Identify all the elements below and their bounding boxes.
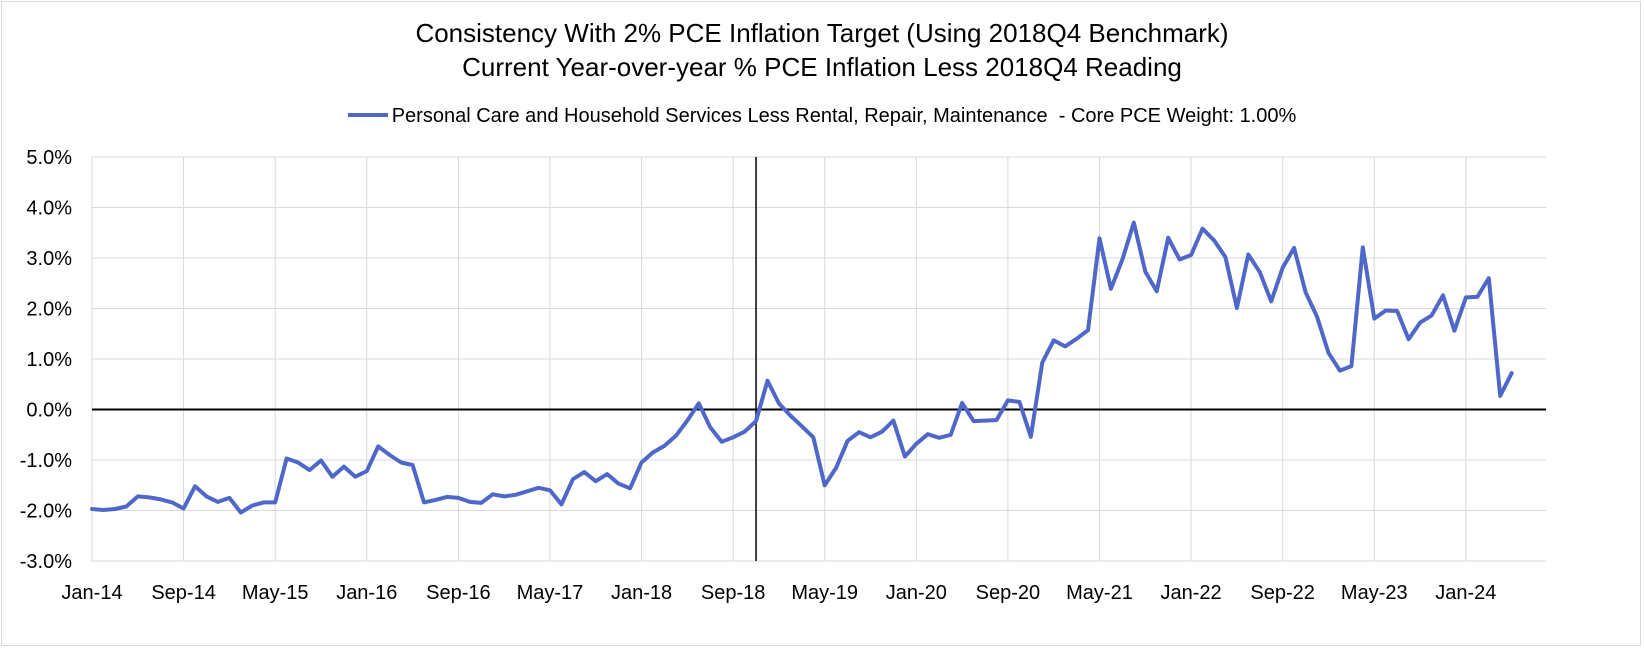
x-tick-label: May-23 — [1341, 582, 1408, 604]
y-tick-label: -2.0% — [20, 501, 72, 523]
legend-label: Personal Care and Household Services Les… — [391, 105, 1297, 127]
y-tick-label: -1.0% — [20, 450, 72, 472]
series-line — [90, 220, 1514, 515]
x-tick-label: Jan-22 — [1161, 582, 1222, 604]
x-tick-label: Jan-18 — [611, 582, 672, 604]
x-axis-ticks: Jan-14 Sep-14 May-15 Jan-16 Sep-16 May-17 Jan-… — [61, 582, 1496, 604]
x-tick-label: Sep-14 — [151, 582, 216, 604]
gridlines — [91, 156, 1546, 562]
x-tick-label: Jan-14 — [61, 582, 122, 604]
y-tick-label: 5.0% — [26, 147, 72, 169]
y-tick-label: -3.0% — [20, 551, 72, 573]
y-axis-ticks: 5.0% 4.0% 3.0% 2.0% 1.0% 0.0% -1.0% -2.0% -3.0% — [20, 147, 72, 573]
x-tick-label: Jan-16 — [336, 582, 397, 604]
chart-subtitle: Current Year-over-year % PCE Inflation L… — [462, 52, 1182, 82]
chart-title: Consistency With 2% PCE Inflation Target… — [415, 18, 1229, 48]
x-tick-label: May-19 — [791, 582, 858, 604]
y-tick-label: 1.0% — [26, 349, 72, 371]
x-tick-label: Sep-16 — [426, 582, 491, 604]
y-tick-label: 4.0% — [26, 198, 72, 220]
series — [90, 220, 1514, 515]
x-tick-label: May-15 — [242, 582, 309, 604]
x-tick-label: Jan-24 — [1435, 582, 1496, 604]
axes — [92, 157, 1546, 561]
y-tick-label: 3.0% — [26, 248, 72, 270]
x-tick-label: May-21 — [1066, 582, 1133, 604]
y-tick-label: 0.0% — [26, 400, 72, 422]
x-tick-label: Sep-22 — [1250, 582, 1315, 604]
x-tick-label: May-17 — [517, 582, 584, 604]
legend: Personal Care and Household Services Les… — [0, 103, 1644, 129]
y-tick-label: 2.0% — [26, 299, 72, 321]
x-tick-label: Jan-20 — [886, 582, 947, 604]
x-tick-label: Sep-18 — [701, 582, 766, 604]
x-tick-label: Sep-20 — [976, 582, 1041, 604]
legend-swatch — [347, 112, 388, 117]
